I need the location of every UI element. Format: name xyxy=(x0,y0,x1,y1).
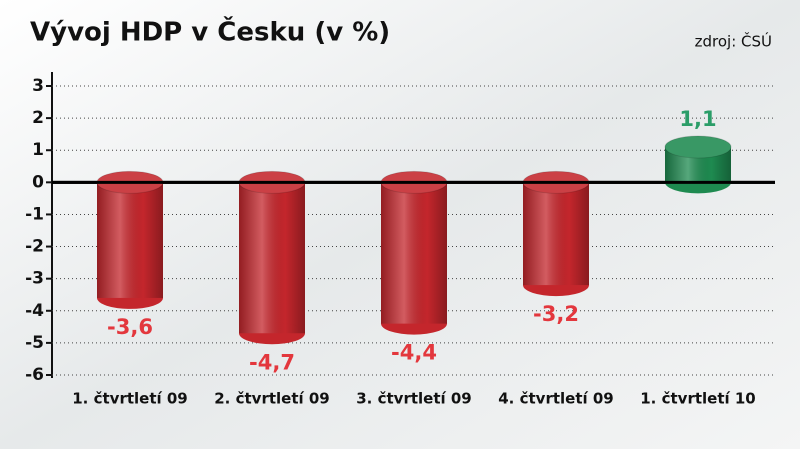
bar-shade xyxy=(523,182,589,286)
value-label: -4,7 xyxy=(249,350,295,374)
source: zdroj: ČSÚ xyxy=(695,32,772,51)
bar-shade xyxy=(97,182,163,298)
y-tick-label: -3 xyxy=(25,269,44,289)
bar-shade xyxy=(239,182,305,334)
chart-title: Vývoj HDP v Česku (v %) xyxy=(30,16,390,48)
y-tick-label: -6 xyxy=(25,365,44,385)
y-tick-label: 1 xyxy=(32,140,44,160)
x-tick-label: 1. čtvrtletí 09 xyxy=(72,390,188,408)
x-tick-label: 2. čtvrtletí 09 xyxy=(214,390,330,408)
y-tick-label: -2 xyxy=(25,237,44,257)
value-label: 1,1 xyxy=(679,107,716,131)
value-label: -4,4 xyxy=(391,341,437,365)
y-tick-label: -1 xyxy=(25,204,44,224)
x-tick-label: 1. čtvrtletí 10 xyxy=(640,390,756,408)
x-tick-label: 4. čtvrtletí 09 xyxy=(498,390,614,408)
y-tick-label: 0 xyxy=(32,172,44,192)
value-label: -3,2 xyxy=(533,302,579,326)
x-tick-label: 3. čtvrtletí 09 xyxy=(356,390,472,408)
bar-top-light xyxy=(665,136,731,159)
bar-shade xyxy=(381,182,447,324)
y-tick-label: 3 xyxy=(32,76,44,96)
y-tick-label: -5 xyxy=(25,333,44,353)
y-tick-label: 2 xyxy=(32,108,44,128)
value-label: -3,6 xyxy=(107,315,153,339)
bar-top xyxy=(664,135,732,159)
y-tick-label: -4 xyxy=(25,301,44,321)
